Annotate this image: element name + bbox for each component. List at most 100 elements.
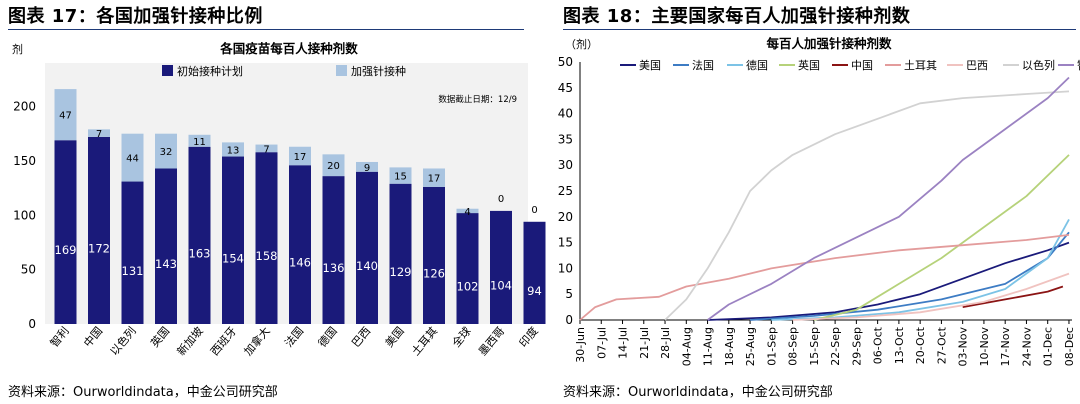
y-tick-label: 5	[565, 287, 573, 301]
bar-booster-value: 13	[227, 145, 240, 156]
bar-initial-value: 126	[423, 266, 445, 280]
bar-initial-value: 129	[390, 265, 412, 279]
x-tick-label: 25-Aug	[744, 327, 757, 366]
right-source-note: 资料来源：Ourworldindata，中金公司研究部	[563, 385, 833, 400]
right-figure-title: 图表 18：主要国家每百人加强针接种剂数	[563, 6, 911, 27]
y-tick-label: 0	[28, 317, 36, 331]
series-line-德国	[771, 218, 1070, 321]
bar-booster-value: 15	[394, 172, 407, 183]
right-title-divider	[563, 29, 1076, 30]
y-axis-label: 剂	[12, 42, 23, 56]
bar-initial	[289, 165, 311, 324]
legend-label-booster: 加强针接种	[351, 64, 406, 78]
series-line-以色列	[664, 90, 1070, 321]
bar-initial-value: 172	[88, 241, 110, 255]
x-tick-label: 28-Jul	[659, 327, 672, 359]
bar-booster	[456, 208, 479, 214]
chart-title: 每百人加强针接种剂数	[766, 36, 892, 51]
series-line-智利	[707, 76, 1070, 321]
x-tick-label: 法国	[281, 324, 306, 350]
x-tick-label: 06-Oct	[872, 326, 885, 364]
x-tick-label: 新加坡	[174, 324, 206, 358]
legend-label: 德国	[746, 58, 768, 72]
bar-booster	[289, 146, 311, 166]
left-title-divider	[8, 29, 524, 30]
bar-booster	[121, 133, 144, 182]
series-line-英国	[813, 154, 1070, 321]
x-tick-label: 18-Aug	[723, 327, 736, 366]
series-line-巴西	[792, 272, 1070, 321]
bar-booster-value: 0	[498, 194, 504, 205]
left-figure-panel: 图表 17：各国加强针接种比例 各国疫苗每百人接种剂数剂 0 50 100 150 200…	[0, 0, 546, 404]
bar-booster-value: 7	[96, 129, 102, 140]
bar-booster	[188, 134, 211, 147]
series-line-土耳其	[579, 234, 1070, 321]
x-tick-label: 10-Nov	[978, 327, 991, 367]
x-tick-label: 智利	[47, 324, 72, 350]
legend-swatch-booster	[336, 65, 347, 76]
y-tick-label: 100	[13, 208, 36, 222]
bar-initial-value: 163	[189, 246, 211, 260]
bar-initial	[155, 168, 177, 324]
bar-initial	[121, 181, 144, 324]
bar-booster	[222, 142, 244, 157]
bar-initial-value: 143	[155, 257, 177, 271]
x-tick-label: 30-Jun	[574, 327, 587, 363]
x-tick-label: 01-Dec	[1042, 327, 1055, 366]
y-tick-label: 35	[558, 132, 573, 146]
legend-label: 美国	[639, 59, 661, 72]
y-tick-label: 15	[558, 236, 573, 250]
x-tick-label: 17-Nov	[999, 327, 1012, 367]
bar-initial-value: 102	[457, 280, 479, 294]
x-tick-label: 11-Aug	[702, 327, 715, 366]
x-tick-label: 13-Oct	[893, 326, 906, 364]
x-tick-label: 14-Jul	[617, 327, 630, 359]
right-figure-panel: 图表 18：主要国家每百人加强针接种剂数 每百人加强针接种剂数 （剂） 0 5 10 15…	[555, 0, 1080, 404]
bar-booster-value: 17	[428, 174, 441, 185]
bar-booster-value: 9	[364, 163, 370, 174]
bar-initial	[54, 140, 77, 324]
booster-line-chart: 每百人加强针接种剂数 （剂） 0 5 10 15 20 25 30 35 40 45 50 30-Jun 0…	[558, 36, 1080, 367]
bar-initial-value: 94	[527, 284, 542, 298]
bar-initial-value: 136	[323, 261, 345, 275]
bar-booster-value: 20	[327, 161, 340, 172]
x-tick-label: 08-Sep	[787, 327, 800, 366]
bar-booster-value: 17	[294, 152, 307, 163]
bar-booster	[356, 161, 378, 172]
bar-booster-value: 0	[531, 205, 537, 216]
bar-initial	[389, 183, 412, 324]
bar-initial	[490, 210, 512, 324]
bar-booster	[389, 167, 412, 184]
data-cutoff-note: 数据截止日期：12/9	[438, 94, 517, 105]
x-tick-label: 01-Sep	[765, 327, 778, 366]
bar-booster	[54, 89, 77, 141]
bar-initial-value: 146	[289, 256, 311, 270]
bar-initial	[523, 221, 546, 324]
y-tick-label: 30	[558, 158, 573, 172]
x-tick-label: 印度	[516, 324, 541, 350]
x-tick-label: 德国	[315, 324, 340, 350]
y-tick-label: 50	[558, 55, 573, 69]
x-tick-label: 以色列	[107, 324, 139, 358]
bar-booster-value: 4	[464, 207, 470, 218]
x-tick-label: 中国	[81, 325, 105, 350]
legend-swatch-initial	[162, 65, 173, 76]
legend-label: 智利	[1077, 58, 1080, 72]
bar-initial	[188, 146, 211, 324]
bar-initial-value: 169	[55, 243, 77, 257]
legend-label: 中国	[851, 59, 873, 72]
x-tick-label: 美国	[383, 325, 407, 350]
x-tick-label: 墨西哥	[476, 325, 507, 359]
x-tick-label: 22-Sep	[829, 327, 842, 366]
bar-booster	[322, 154, 345, 177]
bar-initial-value: 140	[356, 259, 378, 273]
bar-initial-value: 131	[122, 264, 144, 278]
bar-booster	[423, 168, 445, 187]
bar-booster	[155, 133, 177, 169]
bar-initial	[356, 171, 378, 324]
x-tick-label: 巴西	[349, 325, 373, 350]
series-line-中国	[962, 285, 1064, 308]
bar-initial	[255, 152, 278, 324]
bar-initial	[423, 186, 445, 324]
y-tick-label: 20	[558, 210, 573, 224]
